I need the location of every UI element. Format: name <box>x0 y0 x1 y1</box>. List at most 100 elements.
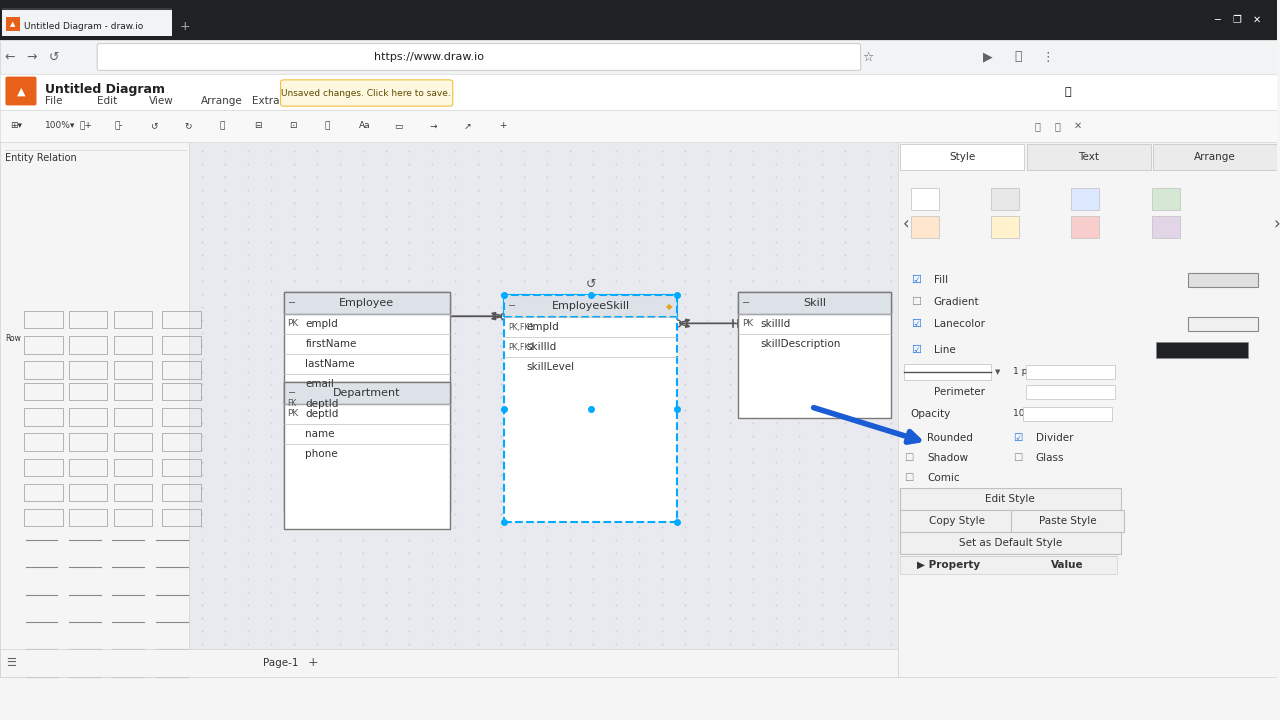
Text: 🔍-: 🔍- <box>115 122 123 130</box>
Text: ↺: ↺ <box>49 50 59 63</box>
Text: ✕: ✕ <box>1074 121 1082 131</box>
Text: ⋮: ⋮ <box>1042 50 1053 63</box>
FancyBboxPatch shape <box>5 76 36 105</box>
FancyBboxPatch shape <box>1011 510 1124 532</box>
Text: Unsaved changes. Click here to save.: Unsaved changes. Click here to save. <box>282 89 451 97</box>
Text: ☐: ☐ <box>904 473 914 483</box>
Text: https://www.draw.io: https://www.draw.io <box>374 52 484 62</box>
Text: skillDescription: skillDescription <box>760 338 841 348</box>
Text: ☑: ☑ <box>1012 433 1021 443</box>
Text: ›: › <box>1274 215 1280 233</box>
FancyBboxPatch shape <box>900 532 1121 554</box>
FancyBboxPatch shape <box>283 292 449 511</box>
Text: ☐: ☐ <box>910 297 920 307</box>
Text: ▼: ▼ <box>995 369 1000 375</box>
FancyBboxPatch shape <box>0 40 1277 74</box>
Text: PK: PK <box>742 319 754 328</box>
Text: ⬜: ⬜ <box>1055 121 1061 131</box>
Text: ▲: ▲ <box>17 87 26 97</box>
FancyBboxPatch shape <box>3 8 172 36</box>
Text: ▶: ▶ <box>983 50 992 63</box>
FancyBboxPatch shape <box>904 364 991 380</box>
Text: Untitled Diagram: Untitled Diagram <box>45 84 165 96</box>
FancyBboxPatch shape <box>283 382 449 529</box>
Text: lastName: lastName <box>306 359 355 369</box>
Text: 100%▾: 100%▾ <box>45 122 76 130</box>
FancyBboxPatch shape <box>0 74 1277 110</box>
Text: Divider: Divider <box>1036 433 1073 443</box>
Text: deptId: deptId <box>306 409 339 418</box>
Text: skillLevel: skillLevel <box>526 362 575 372</box>
FancyBboxPatch shape <box>900 144 1024 170</box>
Text: Copy Style: Copy Style <box>928 516 984 526</box>
Text: + More Shapes...: + More Shapes... <box>5 656 82 665</box>
Text: Gradient: Gradient <box>933 297 979 307</box>
Text: ☆: ☆ <box>863 50 874 63</box>
Text: Arrange: Arrange <box>1194 152 1236 162</box>
Text: EmployeeSkill: EmployeeSkill <box>552 301 630 311</box>
Text: 1 pt: 1 pt <box>1012 367 1030 377</box>
Text: Line: Line <box>933 345 955 355</box>
FancyBboxPatch shape <box>900 556 1117 574</box>
Text: ☑: ☑ <box>910 319 920 329</box>
Text: ✕: ✕ <box>1253 15 1261 25</box>
Text: phone: phone <box>306 449 338 459</box>
Text: Department: Department <box>333 387 401 397</box>
Text: 0 pt: 0 pt <box>1032 387 1050 397</box>
Text: deptId: deptId <box>306 399 339 409</box>
Text: ☑: ☑ <box>910 345 920 355</box>
FancyBboxPatch shape <box>739 292 891 418</box>
Text: email: email <box>306 379 334 389</box>
FancyBboxPatch shape <box>189 142 897 677</box>
FancyBboxPatch shape <box>0 649 897 677</box>
Text: Comic: Comic <box>927 473 960 483</box>
Text: Opacity: Opacity <box>910 409 951 419</box>
FancyBboxPatch shape <box>900 488 1121 510</box>
FancyBboxPatch shape <box>0 110 1277 142</box>
Text: Shadow: Shadow <box>927 453 968 463</box>
Text: −: − <box>508 301 517 311</box>
FancyBboxPatch shape <box>1071 188 1100 210</box>
Text: ▶ Property: ▶ Property <box>916 560 980 570</box>
FancyBboxPatch shape <box>739 292 891 314</box>
Text: Page-1: Page-1 <box>264 658 298 668</box>
Text: ←: ← <box>5 50 15 63</box>
Text: ↻: ↻ <box>184 122 192 130</box>
Text: ⊡: ⊡ <box>289 122 297 130</box>
FancyBboxPatch shape <box>6 17 20 31</box>
Text: Edit Style: Edit Style <box>986 494 1036 504</box>
Text: →: → <box>429 122 436 130</box>
Text: +: + <box>307 657 319 670</box>
Text: +: + <box>499 122 507 130</box>
Text: ☑: ☑ <box>910 275 920 285</box>
Text: 🌐: 🌐 <box>1064 87 1071 97</box>
FancyBboxPatch shape <box>900 510 1012 532</box>
Text: ◆: ◆ <box>666 302 672 311</box>
Text: ⊟: ⊟ <box>255 122 262 130</box>
Text: Untitled Diagram - draw.io: Untitled Diagram - draw.io <box>24 22 143 30</box>
FancyBboxPatch shape <box>1025 365 1115 379</box>
Text: ▲: ▲ <box>10 21 15 27</box>
Text: 🔍+: 🔍+ <box>79 122 92 130</box>
Text: ☰: ☰ <box>6 658 17 668</box>
Text: PK,FK2: PK,FK2 <box>508 343 535 351</box>
FancyBboxPatch shape <box>0 0 1277 40</box>
Text: ☑: ☑ <box>904 433 914 443</box>
Text: Lanecolor: Lanecolor <box>933 319 984 329</box>
Text: ↺: ↺ <box>585 278 596 291</box>
Text: 👤: 👤 <box>1014 50 1021 63</box>
Text: ☐: ☐ <box>904 453 914 463</box>
Text: 🪣: 🪣 <box>324 122 330 130</box>
FancyBboxPatch shape <box>283 382 449 404</box>
Text: Perimeter: Perimeter <box>933 387 984 397</box>
Text: FK: FK <box>288 399 297 408</box>
Text: Entity Relation: Entity Relation <box>5 153 77 163</box>
Text: Arrange: Arrange <box>201 96 242 106</box>
FancyBboxPatch shape <box>97 43 860 71</box>
Text: −: − <box>742 297 750 307</box>
Text: PK: PK <box>288 409 298 418</box>
Text: Set as Default Style: Set as Default Style <box>959 538 1062 548</box>
FancyBboxPatch shape <box>3 10 172 36</box>
Text: Glass: Glass <box>1036 453 1064 463</box>
Text: Extras: Extras <box>252 96 285 106</box>
